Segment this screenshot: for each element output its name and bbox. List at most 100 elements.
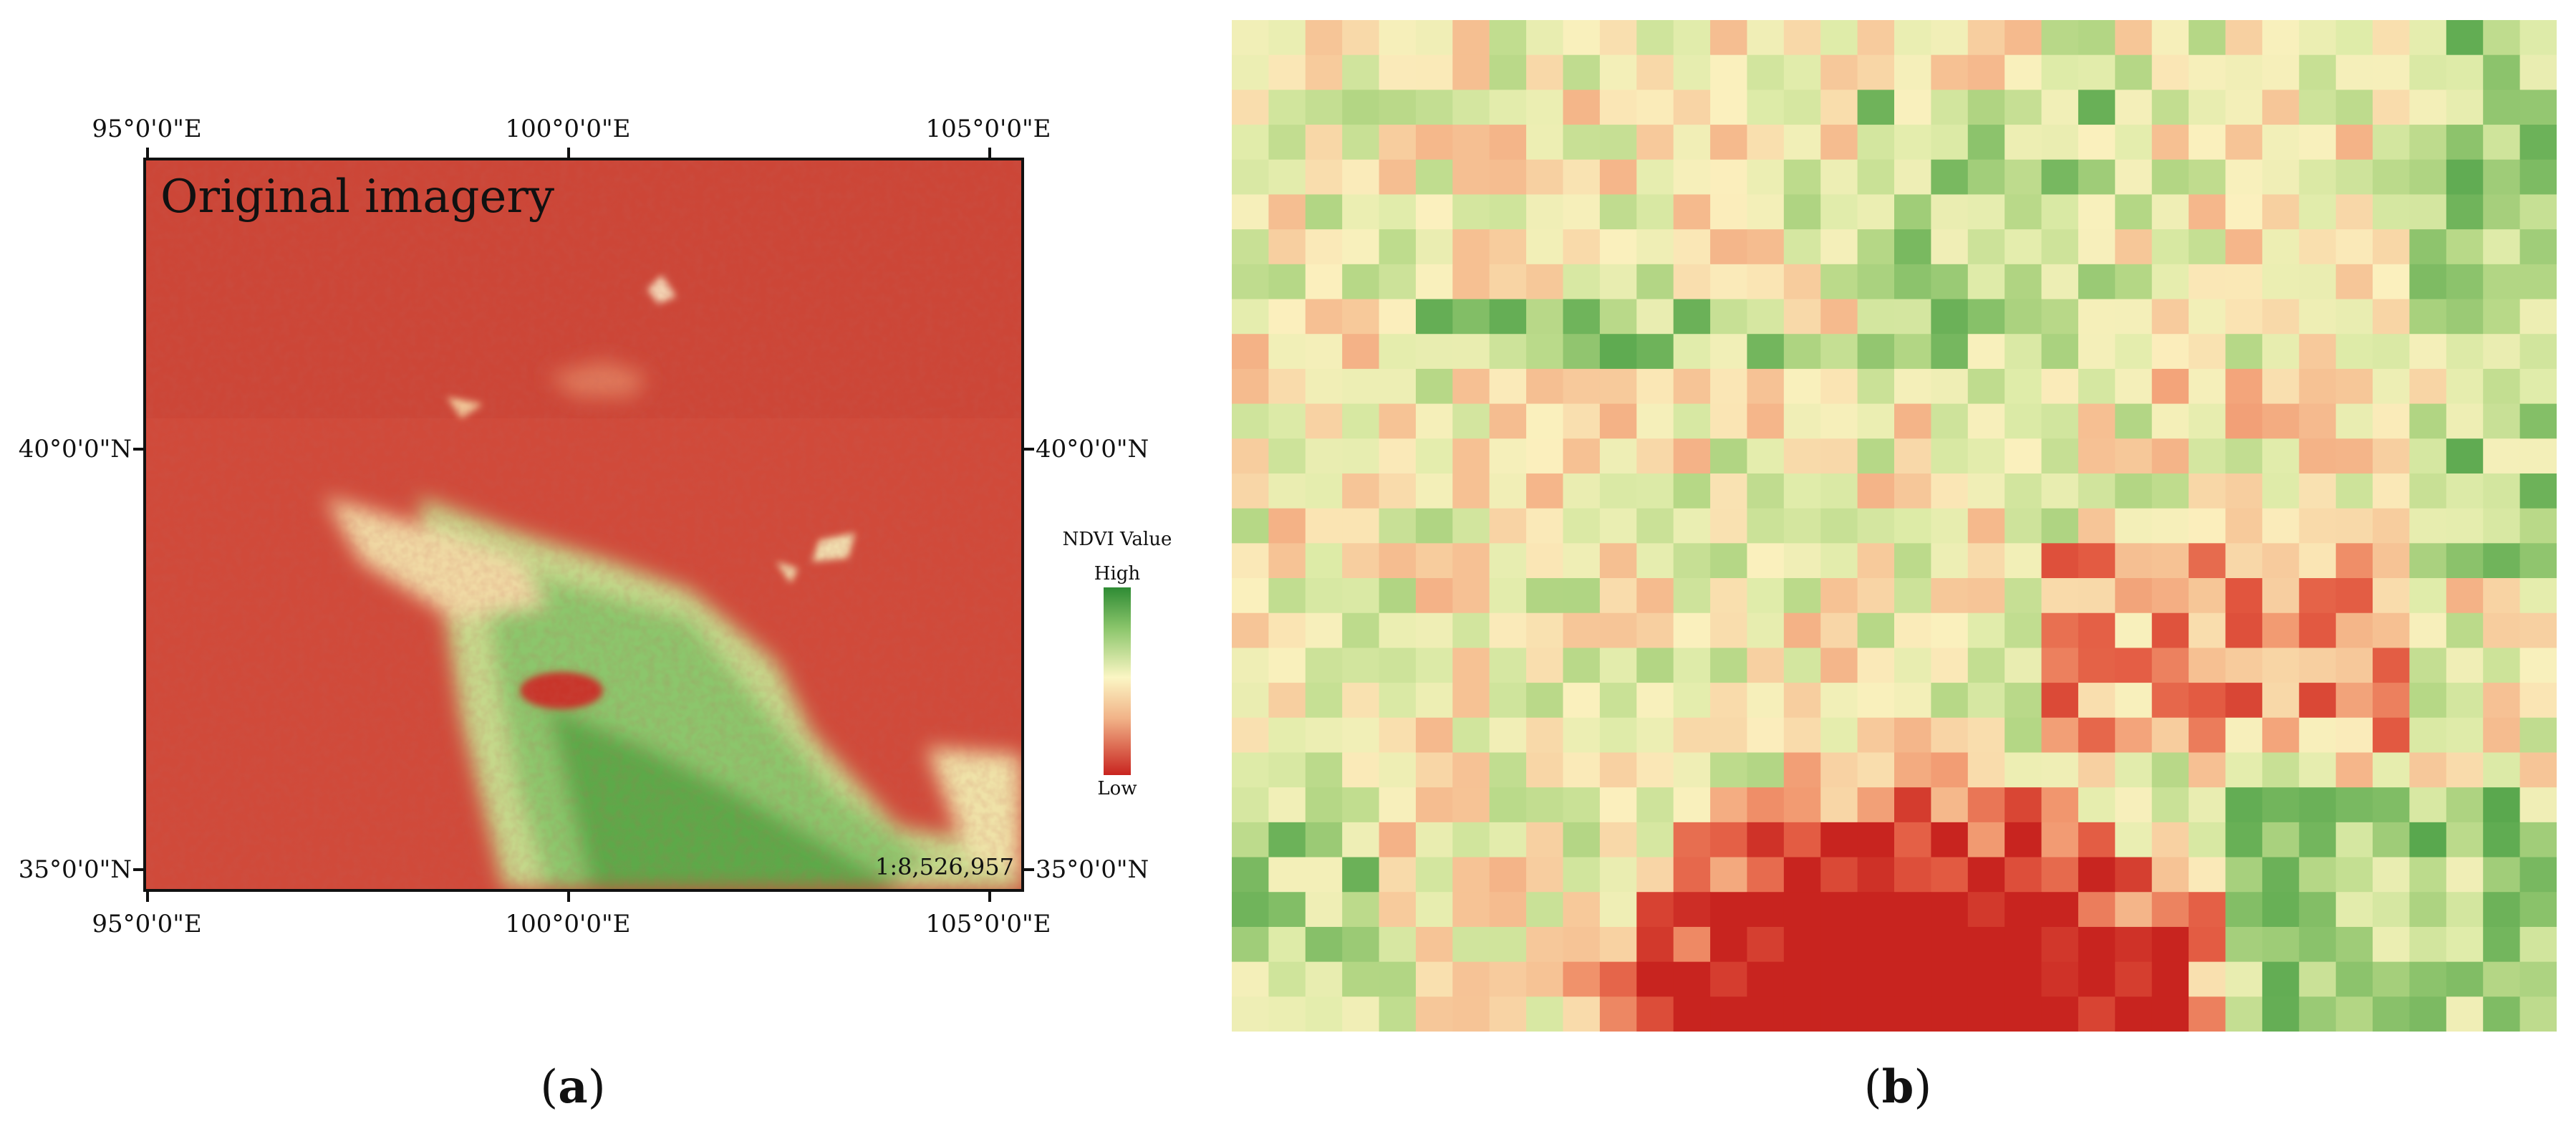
grid-pixel xyxy=(1894,264,1931,300)
grid-pixel xyxy=(1931,543,1969,579)
grid-pixel xyxy=(1820,961,1858,997)
grid-pixel xyxy=(1857,787,1895,823)
grid-pixel xyxy=(2519,20,2557,56)
grid-pixel xyxy=(2189,264,2227,300)
grid-pixel xyxy=(1452,822,1490,858)
grid-pixel xyxy=(2262,473,2300,509)
grid-pixel xyxy=(2335,334,2373,370)
grid-pixel xyxy=(2005,752,2042,788)
grid-pixel xyxy=(1563,752,1601,788)
grid-pixel xyxy=(1636,508,1674,544)
grid-pixel xyxy=(1342,752,1380,788)
grid-pixel xyxy=(2262,334,2300,370)
grid-pixel xyxy=(1857,508,1895,544)
grid-pixel xyxy=(1710,926,1748,963)
grid-pixel xyxy=(2299,857,2337,893)
grid-pixel xyxy=(1747,961,1785,997)
grid-pixel xyxy=(1526,648,1564,683)
grid-pixel xyxy=(2189,334,2227,370)
grid-pixel xyxy=(2519,194,2557,230)
grid-pixel xyxy=(2409,90,2447,125)
grid-pixel xyxy=(2225,368,2263,405)
grid-pixel xyxy=(2519,403,2557,439)
grid-pixel xyxy=(1526,159,1564,196)
grid-pixel xyxy=(1710,54,1748,90)
grid-pixel xyxy=(1894,648,1931,683)
grid-pixel xyxy=(1599,229,1637,265)
grid-pixel xyxy=(1563,90,1601,125)
grid-pixel xyxy=(1526,822,1564,858)
grid-pixel xyxy=(1452,543,1490,579)
grid-pixel xyxy=(1342,822,1380,858)
grid-pixel xyxy=(2262,543,2300,579)
grid-pixel xyxy=(2189,125,2227,160)
grid-pixel xyxy=(1489,473,1527,509)
grid-pixel xyxy=(1305,926,1343,963)
grid-pixel xyxy=(1232,90,1269,125)
grid-pixel xyxy=(1636,159,1674,196)
grid-pixel xyxy=(2225,20,2263,56)
grid-pixel xyxy=(1710,612,1748,649)
grid-pixel xyxy=(2005,543,2042,579)
grid-pixel xyxy=(2225,90,2263,125)
map-label: Original imagery xyxy=(160,170,555,223)
grid-pixel xyxy=(1747,683,1785,718)
grid-pixel xyxy=(2373,125,2411,160)
grid-pixel xyxy=(2446,194,2484,230)
grid-pixel xyxy=(1526,892,1564,928)
grid-pixel xyxy=(2225,299,2263,335)
grid-pixel xyxy=(1599,543,1637,579)
grid-pixel xyxy=(1342,787,1380,823)
grid-pixel xyxy=(2115,752,2153,788)
grid-pixel xyxy=(1673,543,1711,579)
grid-pixel xyxy=(1305,54,1343,90)
grid-pixel xyxy=(2483,54,2521,90)
grid-pixel xyxy=(1967,264,2005,300)
grid-pixel xyxy=(2373,473,2411,509)
grid-pixel xyxy=(1268,508,1306,544)
grid-pixel xyxy=(1820,368,1858,405)
grid-pixel xyxy=(1526,473,1564,509)
grid-pixel xyxy=(1379,368,1417,405)
grid-pixel xyxy=(2262,90,2300,125)
grid-pixel xyxy=(1232,926,1269,963)
grid-pixel xyxy=(1489,264,1527,300)
tick-top-95e xyxy=(146,148,149,159)
grid-pixel xyxy=(2299,229,2337,265)
grid-pixel xyxy=(1232,996,1269,1032)
grid-pixel xyxy=(2519,787,2557,823)
grid-pixel xyxy=(2483,125,2521,160)
grid-pixel xyxy=(1563,264,1601,300)
grid-pixel xyxy=(2115,892,2153,928)
grid-pixel xyxy=(1379,334,1417,370)
grid-pixel xyxy=(2519,752,2557,788)
grid-pixel xyxy=(1452,508,1490,544)
grid-pixel xyxy=(1599,334,1637,370)
grid-pixel xyxy=(2299,334,2337,370)
grid-pixel xyxy=(1967,229,2005,265)
grid-pixel xyxy=(1894,508,1931,544)
grid-pixel xyxy=(2115,54,2153,90)
grid-pixel xyxy=(1526,299,1564,335)
grid-pixel xyxy=(2519,996,2557,1032)
grid-pixel xyxy=(1636,926,1674,963)
grid-pixel xyxy=(1305,996,1343,1032)
grid-pixel xyxy=(1967,996,2005,1032)
grid-pixel xyxy=(2262,125,2300,160)
grid-pixel xyxy=(2189,194,2227,230)
grid-pixel xyxy=(2151,683,2189,718)
grid-pixel xyxy=(1857,822,1895,858)
grid-pixel xyxy=(1305,612,1343,649)
grid-pixel xyxy=(1379,612,1417,649)
caption-a-letter: a xyxy=(558,1060,588,1114)
grid-pixel xyxy=(1783,334,1821,370)
grid-pixel xyxy=(1967,752,2005,788)
grid-pixel xyxy=(2409,857,2447,893)
grid-pixel xyxy=(1342,961,1380,997)
grid-pixel xyxy=(1894,334,1931,370)
grid-pixel xyxy=(1415,717,1453,754)
grid-pixel xyxy=(2189,996,2227,1032)
grid-pixel xyxy=(2115,543,2153,579)
grid-pixel xyxy=(2151,543,2189,579)
grid-pixel xyxy=(1747,543,1785,579)
